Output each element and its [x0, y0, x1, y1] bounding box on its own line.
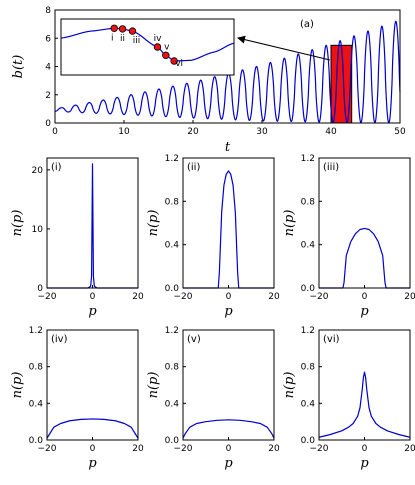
main-xtick-label: 10 — [118, 127, 130, 137]
inset-series-line — [60, 27, 235, 62]
panel-p2-xtick-label: 20 — [268, 292, 280, 302]
panel-p4-ytick-label: 0.4 — [29, 399, 44, 409]
panel-p6-x-axis-label: p — [360, 456, 369, 471]
panel-p2-xtick-label: 0 — [226, 292, 232, 302]
panel-p2-ytick-label: 1.2 — [165, 154, 179, 164]
main-panel-label: (a) — [300, 19, 314, 30]
panel-p3-y-axis-label: n(p) — [282, 210, 297, 237]
inset-point-label: ii — [120, 34, 125, 44]
panel-p3-x-axis-label: p — [360, 304, 369, 319]
panel-p5-ytick-label: 0.0 — [165, 436, 180, 446]
panel-p6-xtick-label: 20 — [404, 444, 415, 454]
panel-p1-ytick-label: 0 — [37, 284, 43, 294]
inset-point-label: iii — [133, 36, 141, 46]
panel-p1-y-axis-label: n(p) — [10, 210, 25, 237]
panel-p2-label: (ii) — [187, 162, 200, 173]
zoom-arrow — [237, 35, 331, 61]
panel-p3-ytick-label: 0.0 — [301, 284, 316, 294]
panel-p4-ytick-label: 0.0 — [29, 436, 44, 446]
panel-p4-ytick-label: 1.2 — [29, 326, 43, 336]
main-ytick-label: 0 — [45, 119, 51, 129]
panel-p5-series-line — [182, 419, 275, 439]
panel-p3-ytick-label: 0.8 — [301, 197, 316, 207]
panel-p5-xtick-label: −20 — [174, 444, 193, 454]
panel-p1-xtick-label: 0 — [90, 292, 96, 302]
panel-p3-ytick-label: 1.2 — [301, 154, 315, 164]
main-xtick-label: 20 — [187, 127, 199, 137]
panel-p5-label: (v) — [187, 334, 201, 345]
panel-p6-ytick-label: 0.4 — [301, 399, 316, 409]
main-xtick-label: 50 — [394, 127, 406, 137]
panel-p1-ytick-label: 10 — [32, 225, 44, 235]
panel-p5-ytick-label: 0.8 — [165, 363, 180, 373]
inset-point — [118, 25, 127, 33]
panel-p2-xtick-label: −20 — [174, 292, 193, 302]
panel-p3-xtick-label: 0 — [362, 292, 368, 302]
panel-p6-y-axis-label: n(p) — [282, 372, 297, 399]
main-series-line — [54, 20, 401, 124]
panel-p1-xtick-label: 20 — [132, 292, 144, 302]
main-y-axis-label: b(t) — [11, 55, 26, 79]
inset-point — [153, 43, 162, 51]
inset-point — [110, 24, 118, 32]
panel-p2-y-axis-label: n(p) — [146, 210, 161, 237]
panel-p6-xtick-label: 0 — [362, 444, 368, 454]
main-ytick-label: 2 — [45, 91, 51, 101]
inset-point-label: i — [111, 33, 114, 43]
panel-p4-xtick-label: 0 — [90, 444, 96, 454]
panel-p5-ytick-label: 1.2 — [165, 326, 179, 336]
panel-p4-label: (iv) — [51, 334, 68, 345]
main-ytick-label: 8 — [45, 6, 51, 16]
panel-p3-xtick-label: −20 — [310, 292, 329, 302]
panel-p4-series-line — [46, 418, 139, 439]
panel-p2-ytick-label: 0.0 — [165, 284, 180, 294]
inset-point-label: v — [164, 42, 170, 52]
panel-p5-ytick-label: 0.4 — [165, 399, 180, 409]
main-xtick-label: 30 — [256, 127, 268, 137]
panel-p4-x-axis-label: p — [88, 456, 97, 471]
panel-p4-ytick-label: 0.8 — [29, 363, 44, 373]
inset-point — [128, 27, 137, 35]
panel-p3-xtick-label: 20 — [404, 292, 415, 302]
main-ytick-label: 4 — [45, 63, 51, 73]
panel-p6-ytick-label: 0.0 — [301, 436, 316, 446]
panel-p3-series-line — [319, 227, 410, 289]
panel-p2-x-axis-label: p — [224, 304, 233, 319]
panel-p1-series-line — [47, 163, 138, 289]
panel-p1-x-axis-label: p — [88, 304, 97, 319]
panel-p2-ytick-label: 0.4 — [165, 241, 180, 251]
panel-p6-ytick-label: 0.8 — [301, 363, 316, 373]
panel-p5-xtick-label: 20 — [268, 444, 280, 454]
panel-p3-axes-frame — [318, 157, 411, 289]
inset-point-label: vi — [175, 59, 183, 69]
panel-p6-xtick-label: −20 — [310, 444, 329, 454]
panel-p1-xtick-label: −20 — [38, 292, 57, 302]
panel-p3-label: (iii) — [323, 162, 339, 173]
panel-p4-y-axis-label: n(p) — [10, 372, 25, 399]
main-x-axis-label: t — [225, 140, 231, 155]
inset-point-label: iv — [154, 34, 163, 44]
panel-p1-label: (i) — [51, 162, 62, 173]
main-ytick-label: 6 — [45, 34, 51, 44]
panel-p5-y-axis-label: n(p) — [146, 372, 161, 399]
panel-p2-axes-frame — [182, 157, 275, 289]
inset-frame — [60, 18, 235, 76]
panel-p6-label: (vi) — [323, 334, 340, 345]
panel-p4-xtick-label: −20 — [38, 444, 57, 454]
inset-point — [170, 57, 178, 65]
inset-point — [162, 51, 170, 59]
panel-p2-ytick-label: 0.8 — [165, 197, 180, 207]
panel-p4-xtick-label: 20 — [132, 444, 144, 454]
panel-p5-x-axis-label: p — [224, 456, 233, 471]
main-xtick-label: 0 — [52, 127, 58, 137]
panel-p5-xtick-label: 0 — [226, 444, 232, 454]
main-xtick-label: 40 — [325, 127, 337, 137]
panel-p6-series-line — [318, 371, 411, 438]
panel-p6-axes-frame — [318, 329, 411, 441]
panel-p1-ytick-label: 20 — [32, 166, 44, 176]
panel-p3-ytick-label: 0.4 — [301, 241, 316, 251]
panel-p2-series-line — [183, 170, 274, 289]
panel-p6-ytick-label: 1.2 — [301, 326, 315, 336]
